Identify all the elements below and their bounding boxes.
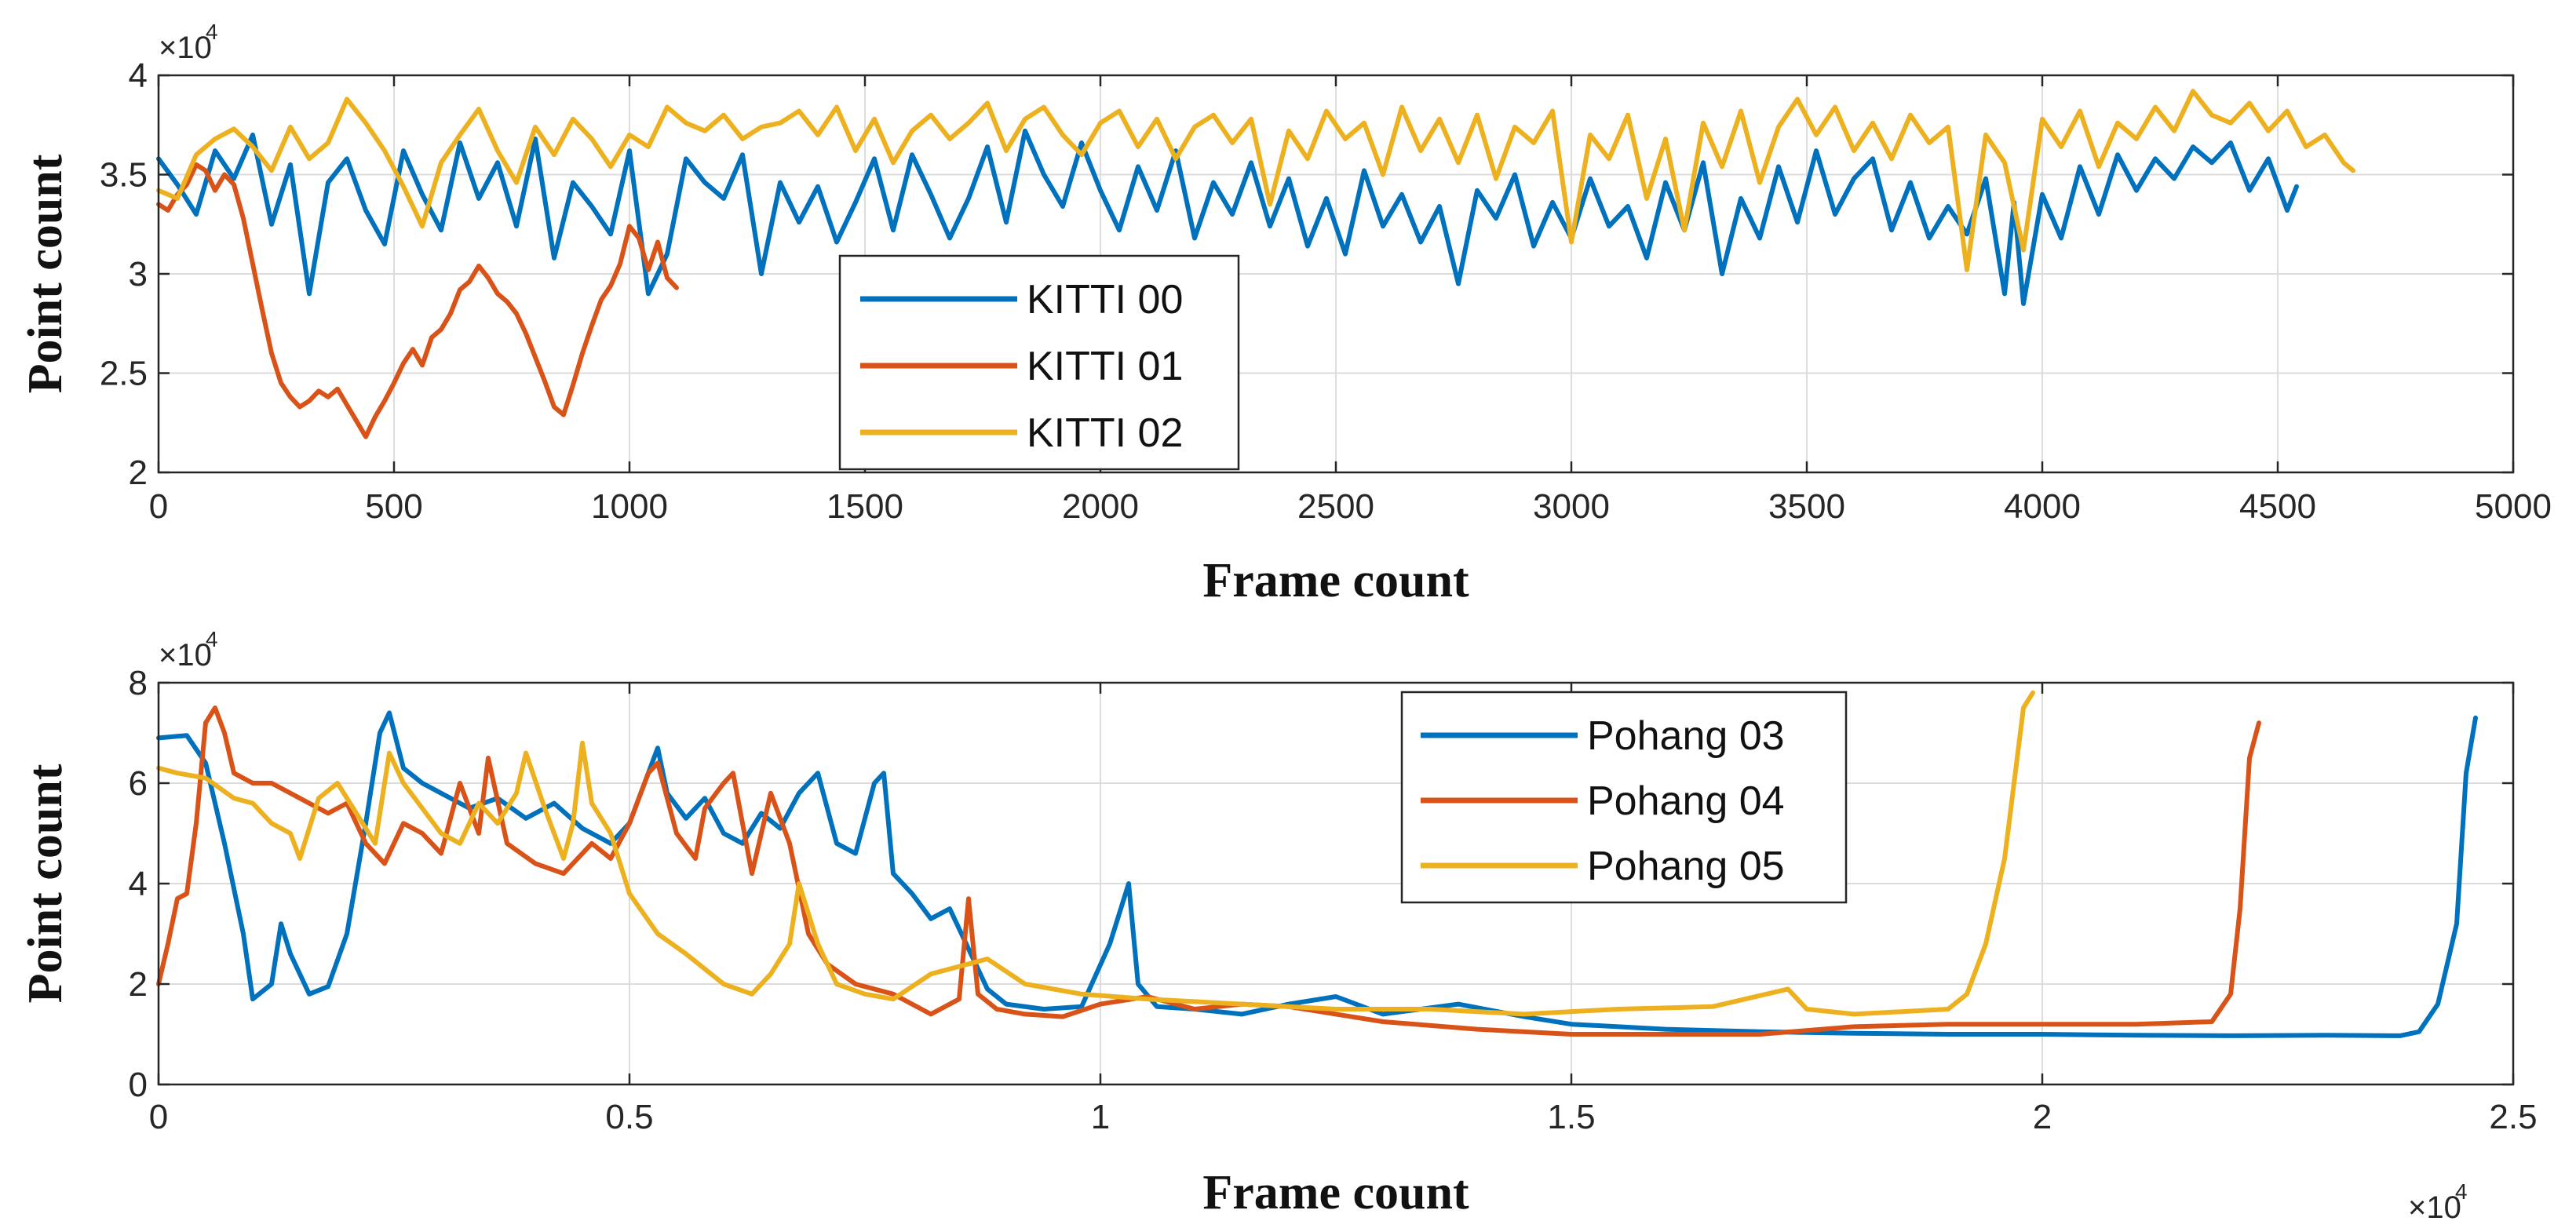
bottom-y-axis-label: Point count <box>19 764 72 1003</box>
series-line-kitti-01 <box>156 162 679 439</box>
top-x-tick-label: 1000 <box>591 487 668 526</box>
bottom-tick-marks <box>157 681 2515 1086</box>
bottom-y-tick-labels: 0 2 4 6 8 <box>129 664 148 1104</box>
top-series-lines <box>156 89 2355 439</box>
bottom-y-exponent-base: ×10 <box>159 638 212 672</box>
bottom-y-tick-label: 2 <box>129 965 148 1004</box>
bottom-x-axis-label: Frame count <box>1202 1166 1469 1219</box>
top-x-tick-label: 500 <box>365 487 422 526</box>
series-line-pohang-03 <box>156 710 2478 1038</box>
top-x-tick-label: 1500 <box>826 487 903 526</box>
bottom-x-tick-label: 1.5 <box>1547 1098 1595 1136</box>
top-x-tick-label: 2000 <box>1062 487 1139 526</box>
bottom-chart: 0 0.5 1 1.5 2 2.5 0 2 4 6 8 ×10 4 ×10 4 Frame cou… <box>19 627 2538 1225</box>
top-chart: 0 500 1000 1500 2000 2500 3000 3500 4000 4500 5000… <box>19 20 2552 607</box>
top-grid <box>158 75 2514 473</box>
top-y-exponent-base: ×10 <box>159 31 212 65</box>
bottom-x-tick-label: 2.5 <box>2489 1098 2537 1136</box>
top-tick-marks <box>157 74 2515 474</box>
bottom-x-tick-label: 1 <box>1091 1098 1110 1136</box>
bottom-x-tick-label: 0.5 <box>605 1098 653 1136</box>
top-x-tick-label: 2500 <box>1297 487 1374 526</box>
bottom-y-exponent-power: 4 <box>206 627 218 651</box>
top-x-tick-label: 5000 <box>2475 487 2552 526</box>
top-x-tick-label: 3500 <box>1768 487 1845 526</box>
bottom-series-lines <box>156 690 2478 1038</box>
bottom-x-exponent-power: 4 <box>2455 1179 2468 1204</box>
bottom-y-tick-label: 6 <box>129 764 148 803</box>
bottom-legend: Pohang 03 Pohang 04 Pohang 05 <box>1400 691 1848 904</box>
series-line-pohang-05 <box>156 690 2035 1017</box>
bottom-x-tick-labels: 0 0.5 1 1.5 2 2.5 <box>149 1098 2538 1136</box>
top-y-tick-label: 3 <box>129 255 148 293</box>
top-y-tick-label: 2 <box>129 454 148 492</box>
top-y-tick-label: 3.5 <box>100 156 148 195</box>
legend-label-kitti-02: KITTI 02 <box>1027 410 1183 456</box>
bottom-y-tick-label: 0 <box>129 1066 148 1104</box>
series-line-pohang-04 <box>156 705 2261 1037</box>
top-x-axis-label: Frame count <box>1202 554 1469 607</box>
bottom-x-exponent-base: ×10 <box>2408 1190 2461 1225</box>
top-x-tick-label: 4500 <box>2239 487 2316 526</box>
top-x-tick-label: 0 <box>149 487 168 526</box>
top-x-tick-label: 3000 <box>1533 487 1610 526</box>
top-y-axis-label: Point count <box>19 154 72 393</box>
bottom-y-tick-label: 8 <box>129 664 148 702</box>
top-y-tick-labels: 2 2.5 3 3.5 4 <box>100 56 148 492</box>
bottom-y-tick-label: 4 <box>129 865 148 903</box>
bottom-x-tick-label: 0 <box>149 1098 168 1136</box>
top-y-tick-label: 4 <box>129 56 148 95</box>
legend-label-kitti-01: KITTI 01 <box>1027 344 1183 389</box>
top-y-exponent-power: 4 <box>206 20 218 44</box>
legend-label-pohang-05: Pohang 05 <box>1587 844 1785 889</box>
top-x-tick-labels: 0 500 1000 1500 2000 2500 3000 3500 4000 4500 5000 <box>149 487 2552 526</box>
top-x-tick-label: 4000 <box>2004 487 2081 526</box>
legend-label-pohang-04: Pohang 04 <box>1587 778 1785 824</box>
series-line-kitti-02 <box>156 89 2355 272</box>
bottom-x-tick-label: 2 <box>2033 1098 2052 1136</box>
legend-label-kitti-00: KITTI 00 <box>1027 277 1183 323</box>
legend-label-pohang-03: Pohang 03 <box>1587 713 1785 759</box>
top-legend: KITTI 00 KITTI 01 KITTI 02 <box>838 254 1240 471</box>
top-y-tick-label: 2.5 <box>100 355 148 393</box>
